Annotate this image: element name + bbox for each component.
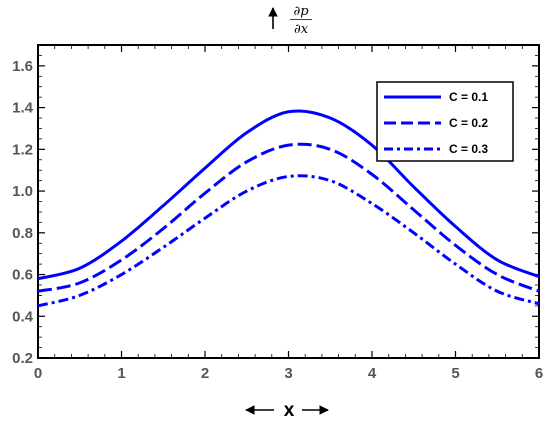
series-lines <box>37 109 540 308</box>
y-axis-label-numerator: ∂p <box>293 4 309 19</box>
y-tick-label: 1.0 <box>12 183 33 200</box>
x-tick-label: 6 <box>535 365 543 382</box>
legend-label-1: C = 0.1 <box>449 90 488 104</box>
legend: C = 0.1 C = 0.2 C = 0.3 <box>376 81 514 162</box>
legend-label-3: C = 0.3 <box>449 142 488 156</box>
x-tick-label: 3 <box>284 365 292 382</box>
y-tick-label: 1.2 <box>12 141 33 158</box>
x-tick-labels: 0 1 2 3 4 5 6 <box>34 365 543 382</box>
x-tick-label: 2 <box>201 365 209 382</box>
x-axis-label-text: x <box>284 400 295 421</box>
series-line-2 <box>37 142 540 293</box>
legend-label-2: C = 0.2 <box>449 116 488 130</box>
y-tick-label: 1.6 <box>12 58 33 75</box>
y-axis-label: ∂p ∂x <box>268 4 312 37</box>
y-axis-label-denominator: ∂x <box>294 22 309 37</box>
x-tick-label: 4 <box>368 365 377 382</box>
y-tick-label: 0.8 <box>12 225 33 242</box>
x-axis-label: x <box>245 400 329 421</box>
series-line-1 <box>37 109 540 281</box>
series-line-3 <box>37 174 540 308</box>
y-tick-label: 0.2 <box>12 350 33 367</box>
x-tick-label: 1 <box>117 365 125 382</box>
y-tick-labels: 0.2 0.4 0.6 0.8 1.0 1.2 1.4 1.6 <box>12 58 34 367</box>
x-tick-label: 0 <box>34 365 42 382</box>
y-tick-label: 0.6 <box>12 267 33 284</box>
y-tick-label: 0.4 <box>12 308 34 325</box>
y-tick-label: 1.4 <box>12 100 34 117</box>
axis-ticks <box>37 44 540 359</box>
x-tick-label: 5 <box>451 365 459 382</box>
